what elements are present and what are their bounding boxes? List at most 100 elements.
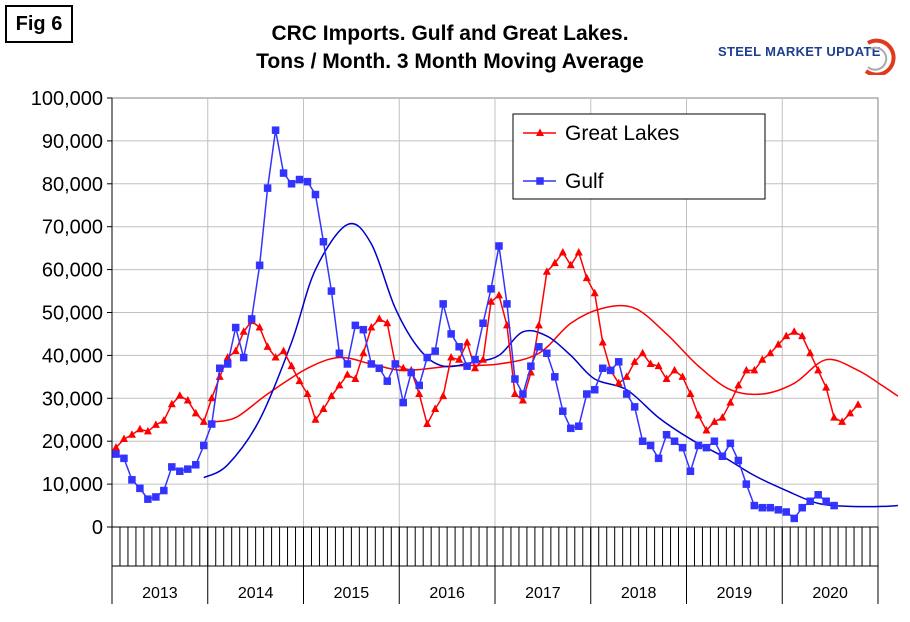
data-point-gulf <box>295 175 304 184</box>
data-point-gulf <box>391 360 400 368</box>
y-tick-label: 20,000 <box>42 431 103 453</box>
data-point-gulf <box>798 503 806 512</box>
trend-line-gulf <box>203 222 898 508</box>
data-point-great-lakes <box>471 363 480 372</box>
data-point-great-lakes <box>646 359 655 367</box>
data-point-great-lakes <box>718 413 727 421</box>
data-point-great-lakes <box>383 318 392 327</box>
data-point-great-lakes <box>694 410 703 419</box>
data-point-great-lakes <box>455 355 464 363</box>
x-year-label: 2018 <box>621 585 657 602</box>
data-point-gulf <box>535 343 543 351</box>
data-point-gulf <box>375 364 384 373</box>
data-point-gulf <box>638 437 647 445</box>
x-year-label: 2016 <box>429 585 465 602</box>
trend-line-great-lakes <box>211 304 899 423</box>
y-tick-label: 40,000 <box>42 345 103 367</box>
data-point-gulf <box>471 355 479 364</box>
data-point-great-lakes <box>542 267 551 275</box>
data-point-great-lakes <box>279 346 288 355</box>
data-point-gulf <box>192 461 200 469</box>
data-point-great-lakes <box>822 383 831 391</box>
data-point-gulf <box>168 463 176 471</box>
data-point-great-lakes <box>614 378 623 387</box>
x-year-label: 2013 <box>142 585 178 602</box>
data-point-gulf <box>399 398 407 407</box>
data-point-great-lakes <box>854 400 863 408</box>
data-point-great-lakes <box>463 338 472 346</box>
data-point-great-lakes <box>638 348 647 357</box>
data-point-gulf <box>184 465 192 473</box>
data-point-great-lakes <box>582 273 591 282</box>
data-point-gulf <box>487 285 495 293</box>
trend-lines <box>203 222 899 508</box>
data-point-great-lakes <box>654 361 663 370</box>
data-point-great-lakes <box>670 365 679 374</box>
x-year-label: 2014 <box>238 585 274 602</box>
data-point-great-lakes <box>550 258 559 267</box>
data-point-gulf <box>750 501 759 510</box>
legend-swatch-marker <box>536 128 544 136</box>
data-point-gulf <box>152 493 160 501</box>
data-point-gulf <box>136 484 144 493</box>
x-year-label: 2020 <box>812 585 848 602</box>
data-point-gulf <box>726 439 735 448</box>
data-point-gulf <box>223 360 232 368</box>
y-tick-label: 30,000 <box>42 388 103 410</box>
data-point-gulf <box>287 180 296 188</box>
y-tick-label: 0 <box>92 517 103 539</box>
data-point-gulf <box>207 420 216 428</box>
figure-label: Fig 6 <box>5 5 73 43</box>
brand-logo: STEEL MARKET UPDATE <box>718 35 903 75</box>
data-point-gulf <box>479 319 487 327</box>
data-point-gulf <box>200 441 208 450</box>
data-point-great-lakes <box>415 389 424 398</box>
chart-title: CRC Imports. Gulf and Great Lakes. Tons … <box>180 20 720 76</box>
x-year-label: 2019 <box>717 585 753 602</box>
data-point-gulf <box>311 190 320 199</box>
data-point-gulf <box>463 362 471 370</box>
data-point-gulf <box>830 501 838 510</box>
data-point-gulf <box>415 381 423 390</box>
data-point-great-lakes <box>431 404 440 413</box>
data-point-great-lakes <box>439 391 448 400</box>
data-point-great-lakes <box>335 380 344 389</box>
data-point-great-lakes <box>199 417 208 425</box>
data-point-gulf <box>160 486 168 495</box>
y-tick-label: 100,000 <box>31 88 103 110</box>
data-point-great-lakes <box>183 395 192 404</box>
data-point-great-lakes <box>598 338 607 346</box>
x-year-label: 2015 <box>334 585 370 602</box>
brand-swoosh-icon <box>864 38 896 75</box>
data-point-great-lakes <box>590 288 599 297</box>
data-point-great-lakes <box>351 374 360 382</box>
data-point-gulf <box>646 441 655 450</box>
data-point-great-lakes <box>479 355 488 363</box>
y-tick-label: 90,000 <box>42 131 103 153</box>
data-point-gulf <box>710 437 719 445</box>
data-point-gulf <box>822 497 830 506</box>
data-point-gulf <box>128 476 136 484</box>
data-point-gulf <box>543 349 551 358</box>
legend-entry-label: Gulf <box>565 170 604 193</box>
data-point-gulf <box>271 126 280 134</box>
data-point-gulf <box>702 443 711 452</box>
data-point-great-lakes <box>566 260 575 269</box>
data-point-gulf <box>686 467 695 475</box>
data-point-great-lakes <box>295 376 304 385</box>
data-point-gulf <box>519 390 527 398</box>
data-point-great-lakes <box>207 393 216 402</box>
data-point-gulf <box>343 360 352 368</box>
data-point-gulf <box>598 364 607 373</box>
data-point-gulf <box>670 437 679 445</box>
data-point-gulf <box>279 169 288 177</box>
data-point-great-lakes <box>494 290 503 299</box>
data-point-great-lakes <box>686 389 695 398</box>
data-point-gulf <box>790 514 798 523</box>
data-point-great-lakes <box>814 365 823 374</box>
data-point-great-lakes <box>487 297 496 305</box>
data-point-great-lakes <box>806 348 815 357</box>
data-point-gulf <box>774 506 783 514</box>
data-point-gulf <box>559 407 567 415</box>
data-point-gulf <box>742 480 751 488</box>
